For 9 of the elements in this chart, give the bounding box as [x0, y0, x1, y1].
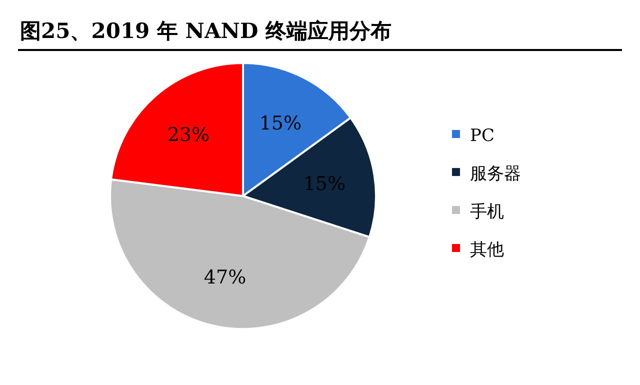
- legend-label: 其他: [470, 240, 504, 260]
- data-label: 23%: [167, 124, 210, 146]
- chart-title: 图25、2019 年 NAND 终端应用分布: [20, 18, 392, 43]
- legend-label: PC: [470, 126, 494, 146]
- data-label: 47%: [204, 266, 246, 288]
- legend-label: 手机: [470, 202, 504, 222]
- data-label: 15%: [303, 173, 346, 196]
- data-label: 15%: [259, 112, 302, 135]
- legend-label: 服务器: [470, 164, 521, 184]
